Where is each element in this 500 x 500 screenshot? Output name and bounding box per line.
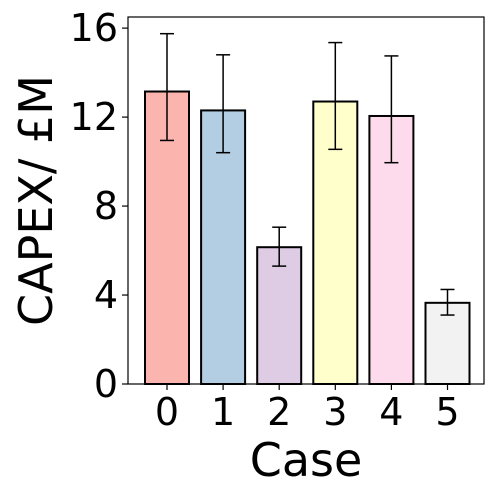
error-bars-layer [160, 32, 455, 316]
y-tick-label: 8 [94, 184, 118, 228]
x-tick-label: 1 [211, 390, 235, 434]
y-tick-label: 16 [70, 6, 118, 50]
x-tick-label: 2 [267, 390, 291, 434]
x-tick-label: 3 [323, 390, 347, 434]
x-tick-label: 0 [155, 390, 179, 434]
plot-frame [127, 16, 485, 385]
x-axis-label: Case [250, 433, 363, 487]
y-tick-label: 12 [70, 95, 118, 139]
y-axis-ticks: 0 4 8 12 16 [70, 6, 128, 406]
y-axis-label: CAPEX/ £M [9, 75, 63, 326]
bar-case-1 [200, 109, 247, 385]
y-tick-label: 0 [94, 362, 118, 406]
bars-layer [144, 90, 471, 386]
x-tick-label: 5 [435, 390, 459, 434]
x-tick-label: 4 [379, 390, 403, 434]
bar-case-2 [256, 246, 303, 385]
y-tick-label: 4 [94, 273, 118, 317]
bar-case-4 [368, 114, 415, 385]
